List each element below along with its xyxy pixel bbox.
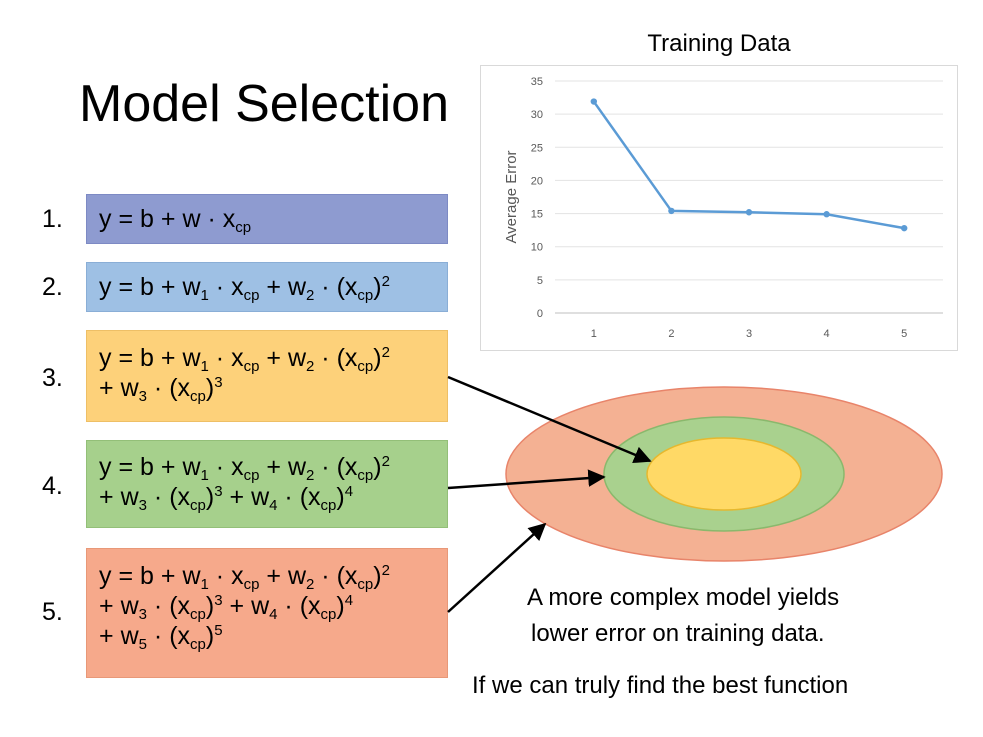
model-5-formula-box: y = b + w1 · xcp + w2 · (xcp)2 + w3 · (x… [86,548,448,678]
inner-model-ellipse [646,437,802,511]
model-5-number: 5. [42,598,63,626]
model-3-number: 3. [42,364,63,392]
y-tick-label: 20 [531,175,543,187]
y-tick-label: 5 [537,275,543,287]
model-1-formula-box: y = b + w · xcp [86,194,448,244]
data-point [590,98,597,105]
model-2-number: 2. [42,273,63,301]
data-point [745,209,753,216]
caption-line-1: A more complex model yields [527,584,840,611]
x-tick-label: 5 [901,328,907,340]
data-point [823,211,830,218]
y-tick-label: 0 [537,308,543,320]
y-tick-label: 30 [531,109,543,121]
arrow-model-5 [447,522,547,613]
y-tick-label: 35 [531,76,543,88]
model-5-formula-line-3: + w5 · (xcp)5 [99,622,223,653]
y-tick-label: 10 [531,242,543,254]
model-5-formula-line-1: y = b + w1 · xcp + w2 · (xcp)2 [99,562,390,593]
data-point [668,207,675,215]
caption-line-3: If we can truly find the best function [472,672,849,699]
model-3-formula-box: y = b + w1 · xcp + w2 · (xcp)2 + w3 · (x… [86,330,448,422]
x-tick-label: 2 [668,328,674,340]
y-tick-label: 25 [531,142,543,154]
x-tick-label: 4 [824,328,830,340]
model-4-formula-line-1: y = b + w1 · xcp + w2 · (xcp)2 [99,453,390,484]
x-tick-label: 3 [746,328,752,340]
chart-title: Training Data [647,30,791,57]
y-axis-label: Average Error [503,150,520,243]
arrow-model-4 [447,469,606,490]
chart-frame [480,65,958,351]
model-2-formula-box: y = b + w1 · xcp + w2 · (xcp)2 [86,262,448,312]
model-4-number: 4. [42,472,63,500]
arrow-model-3 [447,375,652,464]
data-point [901,224,908,232]
caption-line-2: lower error on training data. [531,620,825,647]
y-tick-label: 15 [531,209,543,221]
slide-title: Model Selection [79,75,449,133]
model-5-formula-line-2: + w3 · (xcp)3 + w4 · (xcp)4 [99,592,354,623]
model-3-formula-line-1: y = b + w1 · xcp + w2 · (xcp)2 [99,344,390,375]
model-1-number: 1. [42,205,63,233]
model-4-formula-box: y = b + w1 · xcp + w2 · (xcp)2 + w3 · (x… [86,440,448,528]
model-2-formula: y = b + w1 · xcp + w2 · (xcp)2 [99,273,390,304]
model-4-formula-line-2: + w3 · (xcp)3 + w4 · (xcp)4 [99,483,354,514]
model-3-formula-line-2: + w3 · (xcp)3 [99,374,223,405]
model-1-formula: y = b + w · xcp [99,205,252,236]
x-tick-label: 1 [591,328,597,340]
